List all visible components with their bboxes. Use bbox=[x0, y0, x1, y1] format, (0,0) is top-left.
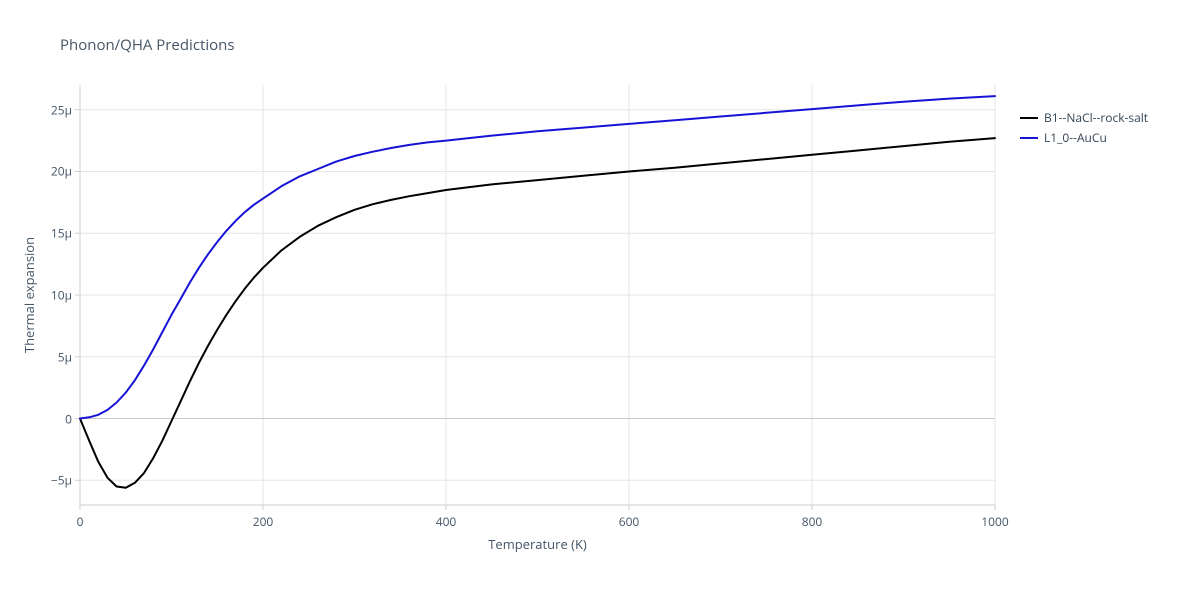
x-tick-label: 200 bbox=[253, 513, 274, 530]
x-tick-label: 1000 bbox=[981, 513, 1008, 530]
x-tick-label: 600 bbox=[619, 513, 640, 530]
y-tick-label: −5µ bbox=[42, 472, 72, 489]
y-tick-label: 15µ bbox=[42, 225, 72, 242]
series-line-0 bbox=[80, 138, 995, 488]
x-tick-label: 0 bbox=[77, 513, 84, 530]
y-tick-label: 5µ bbox=[42, 348, 72, 365]
legend-swatch bbox=[1020, 117, 1038, 119]
x-tick-label: 800 bbox=[802, 513, 823, 530]
series-line-1 bbox=[80, 96, 995, 418]
y-tick-label: 0 bbox=[42, 410, 72, 427]
legend-label: B1--NaCl--rock-salt bbox=[1044, 109, 1148, 126]
legend-label: L1_0--AuCu bbox=[1044, 129, 1107, 146]
legend-swatch bbox=[1020, 137, 1038, 139]
x-tick-label: 400 bbox=[436, 513, 457, 530]
plot-area bbox=[0, 0, 1200, 600]
y-tick-label: 20µ bbox=[42, 163, 72, 180]
y-tick-label: 25µ bbox=[42, 101, 72, 118]
legend-item[interactable]: L1_0--AuCu bbox=[1020, 129, 1148, 146]
y-tick-label: 10µ bbox=[42, 287, 72, 304]
legend-item[interactable]: B1--NaCl--rock-salt bbox=[1020, 109, 1148, 126]
legend: B1--NaCl--rock-salt L1_0--AuCu bbox=[1020, 109, 1148, 149]
